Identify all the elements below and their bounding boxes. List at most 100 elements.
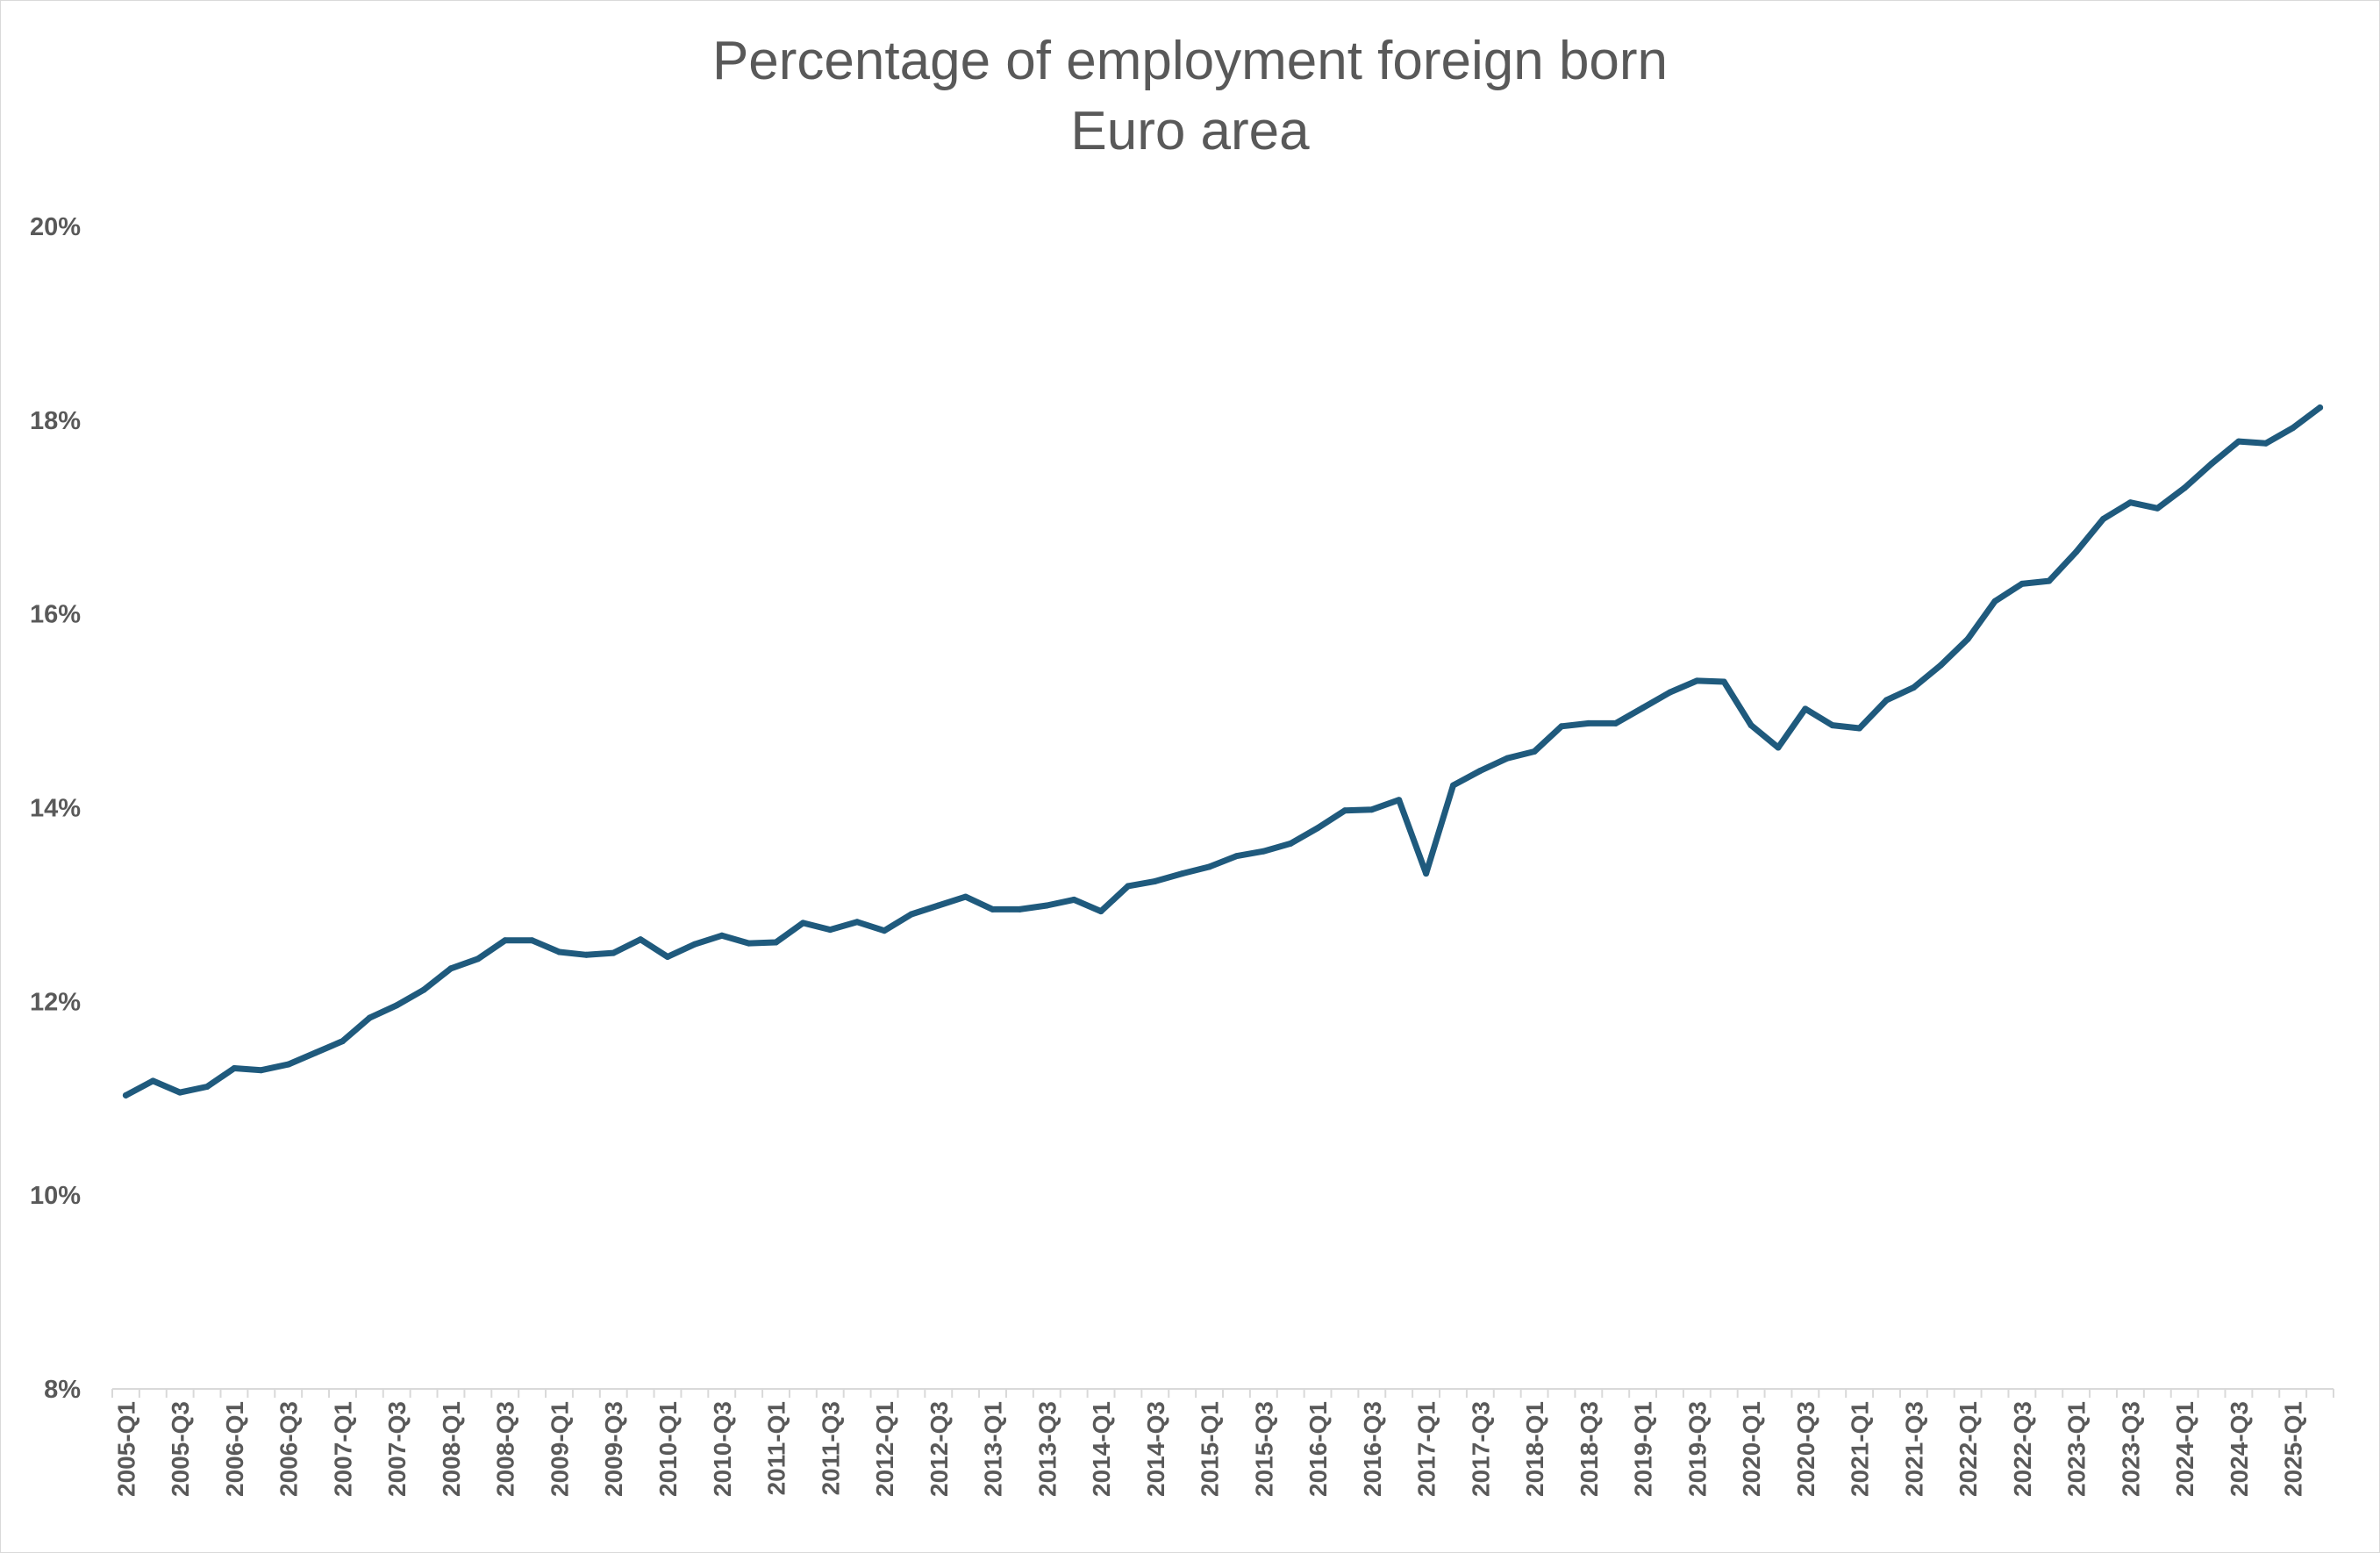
data-point (1043, 902, 1050, 909)
data-point (610, 949, 617, 956)
data-point (2019, 580, 2026, 587)
data-point (854, 919, 861, 926)
y-axis: 8% 10% 12% 14% 16% 18% 20% (30, 213, 81, 1404)
x-tick-label: 2021-Q1 (1847, 1401, 1874, 1497)
data-point (582, 951, 590, 958)
x-tick-label: 2016-Q3 (1359, 1401, 1386, 1497)
data-point (1476, 768, 1483, 774)
data-point (664, 954, 671, 960)
data-point (1125, 883, 1132, 890)
x-tick-label: 2023-Q1 (2063, 1401, 2091, 1497)
data-point (1450, 782, 1456, 789)
data-point (2290, 425, 2297, 432)
data-point (1720, 678, 1727, 685)
y-tick-label: 14% (30, 795, 81, 823)
x-tick-label: 2014-Q1 (1088, 1401, 1115, 1497)
chart-subtitle: Euro area (1070, 101, 1310, 161)
x-tick-label: 2010-Q3 (709, 1401, 736, 1497)
data-point (908, 911, 915, 918)
data-point (1423, 870, 1430, 877)
data-point (746, 940, 753, 947)
y-tick-label: 16% (30, 601, 81, 629)
data-point (2262, 440, 2269, 447)
data-point (1531, 748, 1538, 755)
data-point (2317, 404, 2324, 411)
data-point (502, 937, 509, 944)
data-point (176, 1089, 183, 1096)
x-tick-label: 2008-Q3 (492, 1401, 519, 1497)
data-point (935, 902, 942, 909)
series-line (122, 404, 2324, 1099)
x-tick-label: 2013-Q3 (1033, 1401, 1061, 1497)
x-tick-label: 2012-Q1 (871, 1401, 898, 1497)
x-tick-label: 2017-Q3 (1467, 1401, 1494, 1497)
plot-area (122, 404, 2324, 1099)
data-point (2126, 499, 2133, 506)
x-tick-label: 2012-Q3 (926, 1401, 953, 1497)
x-tick-label: 2005-Q1 (112, 1401, 139, 1497)
data-point (962, 893, 969, 900)
data-point (1287, 840, 1294, 847)
x-tick-label: 2024-Q3 (2226, 1401, 2253, 1497)
data-point (1396, 797, 1403, 804)
data-point (447, 965, 454, 972)
data-point (366, 1014, 373, 1021)
data-point (339, 1038, 346, 1045)
data-point (1179, 870, 1186, 877)
data-point (990, 905, 996, 912)
data-point (1991, 598, 1998, 605)
data-point (1829, 722, 1836, 729)
data-point (826, 927, 833, 934)
x-tick-label: 2019-Q1 (1630, 1401, 1657, 1497)
data-point (475, 955, 482, 963)
data-point (1314, 825, 1321, 832)
x-tick-label: 2006-Q3 (275, 1401, 303, 1497)
data-point (2235, 438, 2242, 445)
x-axis: 2005-Q1 2005-Q3 2006-Q1 2006-Q3 2007-Q1 2007-… (111, 1388, 2334, 1497)
data-point (1964, 635, 1971, 642)
data-point (2181, 484, 2188, 491)
y-tick-label: 20% (30, 213, 81, 241)
x-tick-label: 2005-Q3 (167, 1401, 194, 1497)
x-tick-label: 2011-Q3 (817, 1401, 844, 1495)
data-point (637, 936, 644, 943)
data-point (1070, 896, 1077, 903)
x-tick-label: 2007-Q3 (383, 1401, 411, 1497)
x-tick-label: 2022-Q3 (2009, 1401, 2036, 1497)
data-point (420, 986, 427, 993)
x-tick-label: 2008-Q1 (438, 1401, 465, 1497)
data-point (881, 927, 888, 934)
data-point (1369, 806, 1376, 813)
data-point (773, 939, 779, 946)
x-tick-label: 2018-Q1 (1521, 1401, 1548, 1497)
x-tick-label: 2020-Q3 (1792, 1401, 1819, 1497)
data-point (1233, 853, 1240, 860)
chart-title: Percentage of employment foreign born (711, 31, 1669, 91)
data-point (1558, 723, 1565, 730)
x-tick-label: 2024-Q1 (2171, 1401, 2198, 1497)
data-point (122, 1091, 129, 1099)
data-point (1152, 877, 1159, 884)
y-tick-label: 8% (44, 1376, 81, 1404)
data-point (691, 941, 698, 948)
data-point (1504, 755, 1511, 762)
x-tick-label: 2015-Q1 (1197, 1401, 1224, 1497)
y-tick-label: 10% (30, 1182, 81, 1210)
data-point (1341, 807, 1348, 814)
x-tick-label: 2015-Q3 (1250, 1401, 1277, 1497)
x-tick-label: 2013-Q1 (980, 1401, 1007, 1497)
data-point (1016, 905, 1023, 912)
data-point (393, 1002, 400, 1009)
x-tick-label: 2009-Q3 (600, 1401, 627, 1497)
x-tick-label: 2016-Q1 (1304, 1401, 1332, 1497)
data-point (1747, 722, 1755, 729)
y-tick-label: 12% (30, 988, 81, 1016)
data-point (718, 932, 725, 939)
data-point (1883, 697, 1890, 704)
data-point (312, 1049, 319, 1056)
x-tick-label: 2009-Q1 (546, 1401, 573, 1497)
data-point (231, 1065, 238, 1071)
data-point (556, 948, 562, 955)
data-point (2073, 548, 2080, 555)
